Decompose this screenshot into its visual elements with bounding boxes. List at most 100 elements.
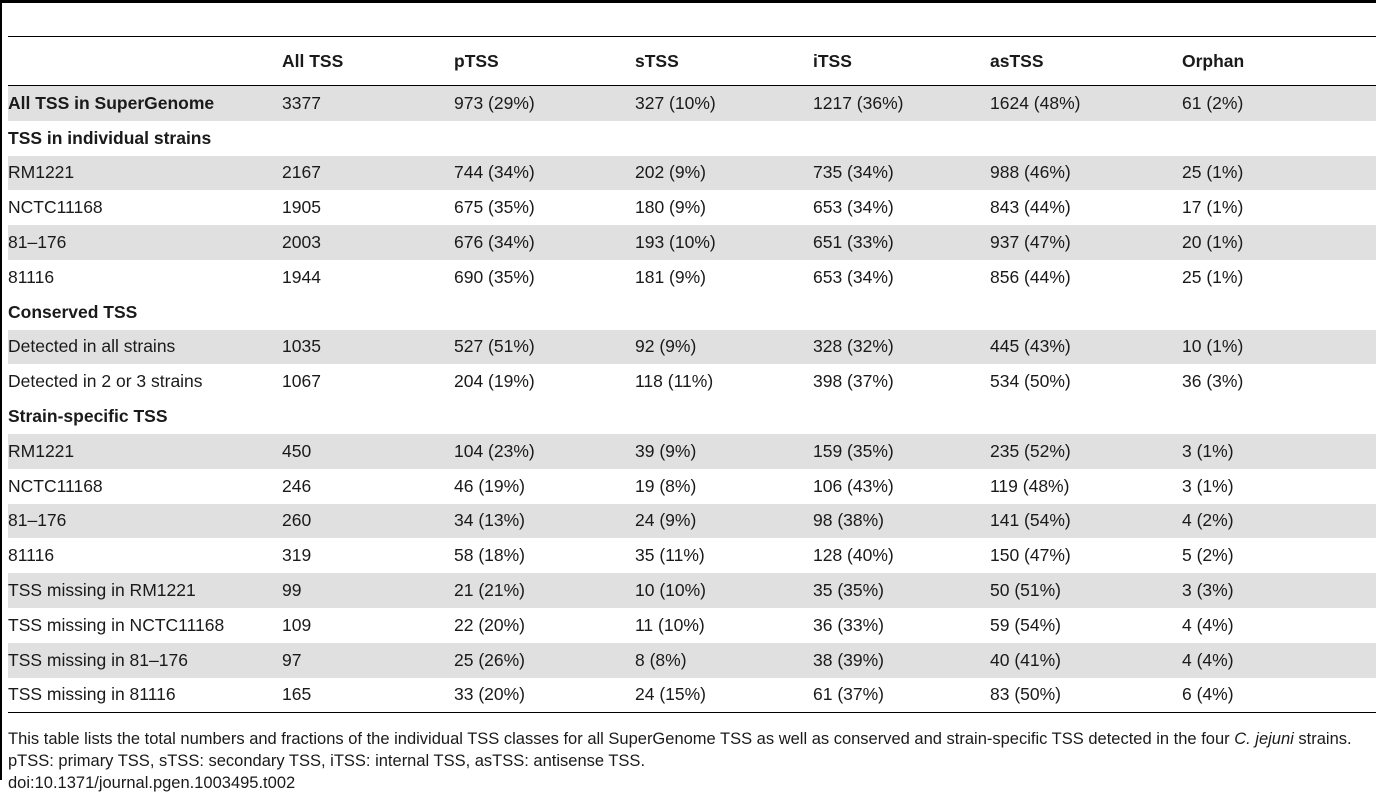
table-container: All TSS pTSS sTSS iTSS asTSS Orphan All … xyxy=(8,36,1376,714)
footnote-text-after: strains. pTSS: primary TSS, sTSS: second… xyxy=(8,730,1352,770)
cell-all-tss: 1905 xyxy=(282,197,321,218)
cell-itss: 735 (34%) xyxy=(813,155,990,191)
cell-stss: 35 (11%) xyxy=(635,545,705,566)
cell-astss: 59 (54%) xyxy=(990,614,1062,635)
table-row: NCTC11168 246 46 (19%) 19 (8%) 106 (43%) 119 … xyxy=(8,469,1376,504)
cell-ptss: 527 (51%) xyxy=(454,329,635,365)
cell-label: 81116 xyxy=(8,545,55,566)
cell-stss: 24 (15%) xyxy=(635,677,813,714)
cell-itss: 653 (34%) xyxy=(813,197,894,218)
cell-stss: 180 (9%) xyxy=(635,197,707,218)
cell-all-tss: 2167 xyxy=(282,155,454,191)
cell-itss: 36 (33%) xyxy=(813,614,885,635)
cell-label: 81116 xyxy=(8,266,55,287)
cell-ptss: 690 (35%) xyxy=(454,266,535,287)
tss-table: All TSS pTSS sTSS iTSS asTSS Orphan All … xyxy=(8,37,1376,714)
cell-orphan: 5 (2%) xyxy=(1182,545,1234,566)
footnote-doi: doi:10.1371/journal.pgen.1003495.t002 xyxy=(8,774,296,792)
section-header-row: TSS in individual strains xyxy=(8,121,1376,156)
cell-all-tss: 99 xyxy=(282,573,454,608)
cell-orphan: 6 (4%) xyxy=(1182,677,1376,714)
cell-all-tss: 319 xyxy=(282,545,312,566)
cell-all-tss: 246 xyxy=(282,475,312,496)
cell-all-tss xyxy=(282,399,454,434)
cell-ptss: 21 (21%) xyxy=(454,573,635,608)
cell-label: TSS missing in 81116 xyxy=(8,677,282,714)
cell-orphan: 61 (2%) xyxy=(1182,85,1376,121)
footnote-description: This table lists the total numbers and f… xyxy=(8,728,1374,772)
cell-all-tss: 450 xyxy=(282,433,454,469)
cell-orphan xyxy=(1182,399,1376,434)
table-row: RM1221 450 104 (23%) 39 (9%) 159 (35%) 235 (5… xyxy=(8,433,1376,469)
table-row: TSS missing in NCTC11168 109 22 (20%) 11 (1… xyxy=(8,608,1376,643)
cell-itss xyxy=(813,399,990,434)
cell-label: All TSS in SuperGenome xyxy=(8,85,282,121)
cell-orphan: 17 (1%) xyxy=(1182,197,1244,218)
cell-astss: 83 (50%) xyxy=(990,677,1182,714)
cell-ptss: 22 (20%) xyxy=(454,614,526,635)
cell-label: 81–176 xyxy=(8,225,282,260)
header-top-rule xyxy=(8,36,1376,37)
cell-label: RM1221 xyxy=(8,155,282,191)
header-row: All TSS pTSS sTSS iTSS asTSS Orphan xyxy=(8,37,1376,86)
table-row: NCTC11168 1905 675 (35%) 180 (9%) 653 (34%) 8… xyxy=(8,190,1376,225)
cell-stss: 24 (9%) xyxy=(635,503,813,539)
cell-orphan: 4 (4%) xyxy=(1182,614,1234,635)
cell-astss: 150 (47%) xyxy=(990,545,1071,566)
cell-itss: 159 (35%) xyxy=(813,433,990,469)
cell-label: 81–176 xyxy=(8,503,282,539)
section-header-row: Strain-specific TSS xyxy=(8,399,1376,434)
table-row: TSS missing in 81–176 97 25 (26%) 8 (8%) 38 … xyxy=(8,642,1376,678)
header-orphan: Orphan xyxy=(1182,37,1376,86)
cell-stss: 193 (10%) xyxy=(635,225,813,260)
cell-itss: 98 (38%) xyxy=(813,503,990,539)
table-row: Detected in all strains 1035 527 (51%) 92 (… xyxy=(8,329,1376,365)
cell-stss: 92 (9%) xyxy=(635,329,813,365)
cell-stss xyxy=(635,295,813,330)
cell-stss: 10 (10%) xyxy=(635,573,813,608)
cell-itss: 128 (40%) xyxy=(813,545,894,566)
cell-all-tss: 109 xyxy=(282,614,312,635)
cell-itss: 328 (32%) xyxy=(813,329,990,365)
table-row: RM1221 2167 744 (34%) 202 (9%) 735 (34%) 988 … xyxy=(8,155,1376,191)
cell-astss: 856 (44%) xyxy=(990,266,1071,287)
cell-all-tss: 1067 xyxy=(282,371,321,392)
table-row: 81116 1944 690 (35%) 181 (9%) 653 (34%) 856 (… xyxy=(8,260,1376,295)
table-row: 81116 319 58 (18%) 35 (11%) 128 (40%) 150 (47… xyxy=(8,538,1376,573)
cell-label: NCTC11168 xyxy=(8,475,103,496)
table-row: TSS missing in 81116 165 33 (20%) 24 (15%) 6… xyxy=(8,677,1376,714)
cell-all-tss: 165 xyxy=(282,677,454,714)
header-itss: iTSS xyxy=(813,37,990,86)
cell-label: TSS missing in NCTC11168 xyxy=(8,614,225,635)
cell-astss: 141 (54%) xyxy=(990,503,1182,539)
cell-ptss xyxy=(454,399,635,434)
cell-all-tss xyxy=(282,295,454,330)
cell-label: Detected in 2 or 3 strains xyxy=(8,371,203,392)
cell-all-tss: 260 xyxy=(282,503,454,539)
cell-label: Conserved TSS xyxy=(8,301,138,322)
header-stss: sTSS xyxy=(635,37,813,86)
top-rule xyxy=(0,0,1376,3)
cell-ptss: 33 (20%) xyxy=(454,677,635,714)
table-row: TSS missing in RM1221 99 21 (21%) 10 (10%) 3… xyxy=(8,573,1376,608)
cell-stss: 11 (10%) xyxy=(635,614,705,635)
cell-label: Strain-specific TSS xyxy=(8,406,168,427)
cell-all-tss xyxy=(282,121,454,156)
cell-itss: 61 (37%) xyxy=(813,677,990,714)
cell-astss xyxy=(990,399,1182,434)
cell-all-tss: 97 xyxy=(282,642,454,678)
cell-orphan: 25 (1%) xyxy=(1182,266,1244,287)
cell-orphan: 3 (3%) xyxy=(1182,573,1376,608)
footnote-species: C. jejuni xyxy=(1234,730,1294,748)
table-row: 81–176 2003 676 (34%) 193 (10%) 651 (33%) 937… xyxy=(8,225,1376,260)
table-row: 81–176 260 34 (13%) 24 (9%) 98 (38%) 141 (54%… xyxy=(8,503,1376,539)
cell-astss: 843 (44%) xyxy=(990,197,1071,218)
header-astss: asTSS xyxy=(990,37,1182,86)
cell-orphan: 3 (1%) xyxy=(1182,475,1234,496)
footnote-text-before: This table lists the total numbers and f… xyxy=(8,730,1235,748)
cell-all-tss: 1944 xyxy=(282,266,321,287)
table-row: Detected in 2 or 3 strains 1067 204 (19%) 1… xyxy=(8,364,1376,399)
cell-orphan: 4 (4%) xyxy=(1182,642,1376,678)
left-rule xyxy=(0,0,2,780)
section-header-row: Conserved TSS xyxy=(8,295,1376,330)
